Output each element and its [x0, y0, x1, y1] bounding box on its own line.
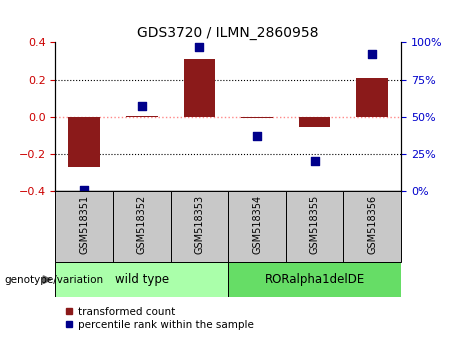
Bar	[228, 191, 286, 262]
Bar	[113, 191, 171, 262]
Bar	[171, 191, 228, 262]
Bar	[126, 116, 158, 117]
Text: GSM518351: GSM518351	[79, 195, 89, 254]
Text: GSM518356: GSM518356	[367, 195, 377, 254]
Text: GSM518352: GSM518352	[137, 195, 147, 254]
Legend: transformed count, percentile rank within the sample: transformed count, percentile rank withi…	[60, 303, 258, 334]
Text: wild type: wild type	[115, 273, 169, 286]
Bar	[68, 117, 100, 167]
Point	[195, 44, 203, 50]
Title: GDS3720 / ILMN_2860958: GDS3720 / ILMN_2860958	[137, 26, 319, 40]
Text: GSM518354: GSM518354	[252, 195, 262, 254]
Bar	[55, 262, 228, 297]
Text: GSM518355: GSM518355	[310, 195, 319, 254]
Text: RORalpha1delDE: RORalpha1delDE	[265, 273, 365, 286]
Bar	[286, 191, 343, 262]
Bar	[183, 59, 215, 117]
Point	[138, 104, 146, 109]
Text: GSM518353: GSM518353	[195, 195, 204, 254]
Point	[254, 133, 261, 139]
Point	[311, 159, 318, 164]
Bar	[55, 191, 113, 262]
Bar	[356, 78, 388, 117]
Text: genotype/variation: genotype/variation	[5, 275, 104, 285]
Point	[369, 52, 376, 57]
Point	[80, 187, 88, 193]
Bar	[299, 117, 331, 127]
Bar	[241, 117, 273, 118]
Bar	[228, 262, 401, 297]
Bar	[343, 191, 401, 262]
